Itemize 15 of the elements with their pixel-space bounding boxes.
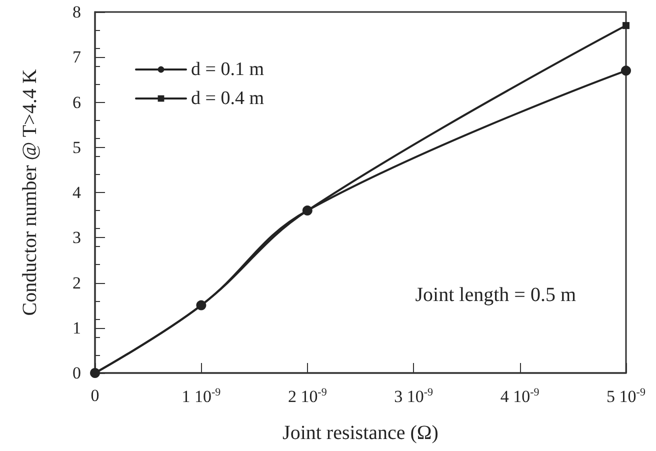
y-tick-label: 4 [72, 183, 82, 202]
x-tick-label: 0 [90, 386, 100, 405]
y-tick-label: 7 [72, 48, 82, 67]
legend-label: d = 0.1 m [191, 59, 264, 80]
y-tick-label: 2 [72, 273, 81, 292]
y-tick-label: 5 [72, 138, 81, 157]
y-axis-title: Conductor number @ T>4.4 K [19, 68, 41, 316]
annotation: Joint length = 0.5 m [415, 284, 576, 306]
x-axis-title: Joint resistance (Ω) [282, 422, 438, 444]
y-tick-label: 0 [72, 364, 81, 382]
y-tick-label: 6 [72, 92, 81, 112]
legend-label: d = 0.4 m [191, 88, 264, 109]
y-tick-label: 1 [72, 318, 81, 338]
y-tick-label: 3 [72, 228, 81, 248]
y-tick-label: 8 [72, 2, 81, 22]
